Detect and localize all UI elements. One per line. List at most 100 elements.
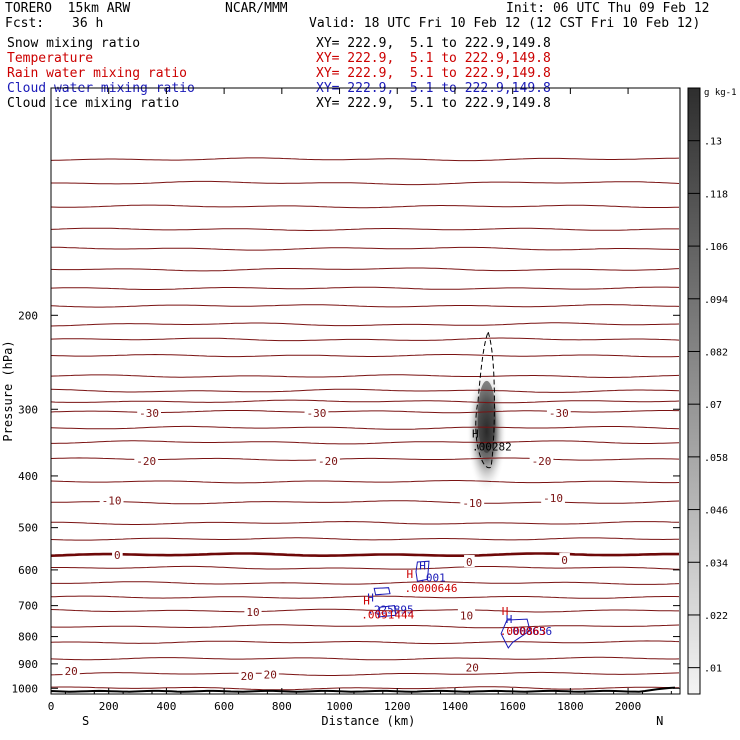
snow-shading-core [477,380,496,453]
isotherm-label-bg [134,453,159,466]
y-tick-label: 700 [18,600,38,613]
isotherm-label-bg [261,667,279,680]
isotherm-contour [51,520,680,525]
isotherm-contour [51,624,680,629]
isotherm-label-bg [464,555,475,568]
isotherm-label: -30 [549,407,569,420]
x-tick-label: 1000 [326,700,353,713]
colorbar-tick-label: .118 [704,189,728,200]
snow-max-value: .00282 [472,441,512,454]
isotherm-contour [51,686,679,691]
cloud-water-max-marker: H [367,591,374,604]
isotherm-label: -10 [102,495,122,508]
isotherm-label: 20 [466,661,479,674]
isotherm-label-bg [304,406,329,419]
isotherm-label: -20 [532,455,552,468]
x-tick-label: 800 [272,700,292,713]
x-tick-label: 1200 [384,700,411,713]
y-tick-label: 800 [18,631,38,644]
isotherm-label-bg [541,491,565,504]
snow-max-marker: H [472,428,479,441]
rain-max-value: .000863 [500,625,546,638]
isotherm-label-bg [559,553,570,566]
isotherm-contour [51,671,680,676]
x-tick-label: 200 [99,700,119,713]
isotherm-contour [51,640,680,645]
isotherm-label-bg [112,548,123,561]
colorbar-tick-label: .034 [704,558,728,569]
y-tick-label: 300 [18,403,38,416]
colorbar-tick-label: .106 [704,242,728,253]
isotherm-contour [51,353,680,358]
isotherm-label: -20 [136,455,156,468]
colorbar-tick-label: .058 [704,453,728,464]
isotherm-label: -10 [462,497,482,510]
colorbar-tick-label: .022 [704,611,728,622]
rain-max-marker: H [407,568,414,581]
isotherm-contour [51,374,680,378]
isotherm-contour [51,552,679,557]
x-tick-label: 0 [48,700,55,713]
isotherm-label: 0 [466,556,473,569]
cloud-water-max-value: .000656 [506,625,552,638]
isotherm-label: 0 [561,554,568,567]
isotherm-contour [51,337,680,342]
isotherm-label-bg [460,496,485,509]
rain-max-value: .0000646 [405,582,458,595]
isotherm-label: -30 [307,407,327,420]
isotherm-label-bg [244,605,262,618]
field-name-cloud-ice: Cloud ice mixing ratio [7,96,180,111]
cloud-water-max-marker: H [506,613,513,626]
field-xy-cloud-ice: XY= 222.9, 5.1 to 222.9,149.8 [316,96,551,111]
isotherm-label-bg [137,406,162,419]
y-tick-label: 500 [18,522,38,535]
colorbar [687,87,701,695]
isotherm-label-bg [99,493,124,506]
isotherm-contour [51,388,680,393]
x-tick-label: 1800 [557,700,584,713]
rain-max-value: .0091444 [361,608,414,621]
init-time: Init: 06 UTC Thu 09 Feb 12 [506,1,710,16]
isotherm-label: 20 [65,665,78,678]
isotherm-label: 10 [460,609,473,622]
colorbar-tick-label: .082 [704,347,728,358]
isotherm-label: -20 [318,455,338,468]
isotherm-contour [51,157,680,162]
colorbar-tick-label: .046 [704,506,728,517]
isotherm-contour [51,581,680,585]
y-tick-label: 900 [18,658,38,671]
cloud-water-contour [500,618,531,649]
y-axis-title: Pressure (hPa) [1,340,15,441]
rain-max-marker: H [502,605,509,618]
isotherm-contour [51,204,680,209]
y-tick-label: 1000 [12,682,39,695]
x-end-label-south: S [82,714,89,728]
y-tick-label: 200 [18,309,38,322]
cloud-water-contour [373,587,391,596]
isotherm-label-bg [62,663,80,676]
isotherm-contour [51,425,680,430]
plot-frame [50,87,681,695]
field-xy-snow: XY= 222.9, 5.1 to 222.9,149.8 [316,36,551,51]
isotherm-label: 0 [114,549,121,562]
field-name-temperature: Temperature [7,51,94,66]
colorbar-unit: g kg-1 [704,88,737,98]
model-title: TORERO 15km ARW [5,1,131,16]
fcst-value: 36 h [72,16,104,31]
isotherm-contour [51,595,680,599]
field-xy-rain: XY= 222.9, 5.1 to 222.9,149.8 [316,66,551,81]
org-label: NCAR/MMM [225,1,288,16]
isotherm-label: -10 [543,492,563,505]
isotherm-contour [51,180,680,186]
cloud-water-max-marker: H [419,560,426,573]
isotherm-contour [51,608,679,613]
isotherm-contour [51,246,680,251]
field-name-rain: Rain water mixing ratio [7,66,188,81]
isotherm-contour [51,537,679,541]
isotherm-contour [51,656,680,661]
colorbar-tick-label: .07 [704,400,722,411]
isotherm-contour [51,322,680,327]
rain-max-marker: H [363,594,370,607]
y-tick-label: 600 [18,564,38,577]
isotherm-label-bg [463,660,481,673]
